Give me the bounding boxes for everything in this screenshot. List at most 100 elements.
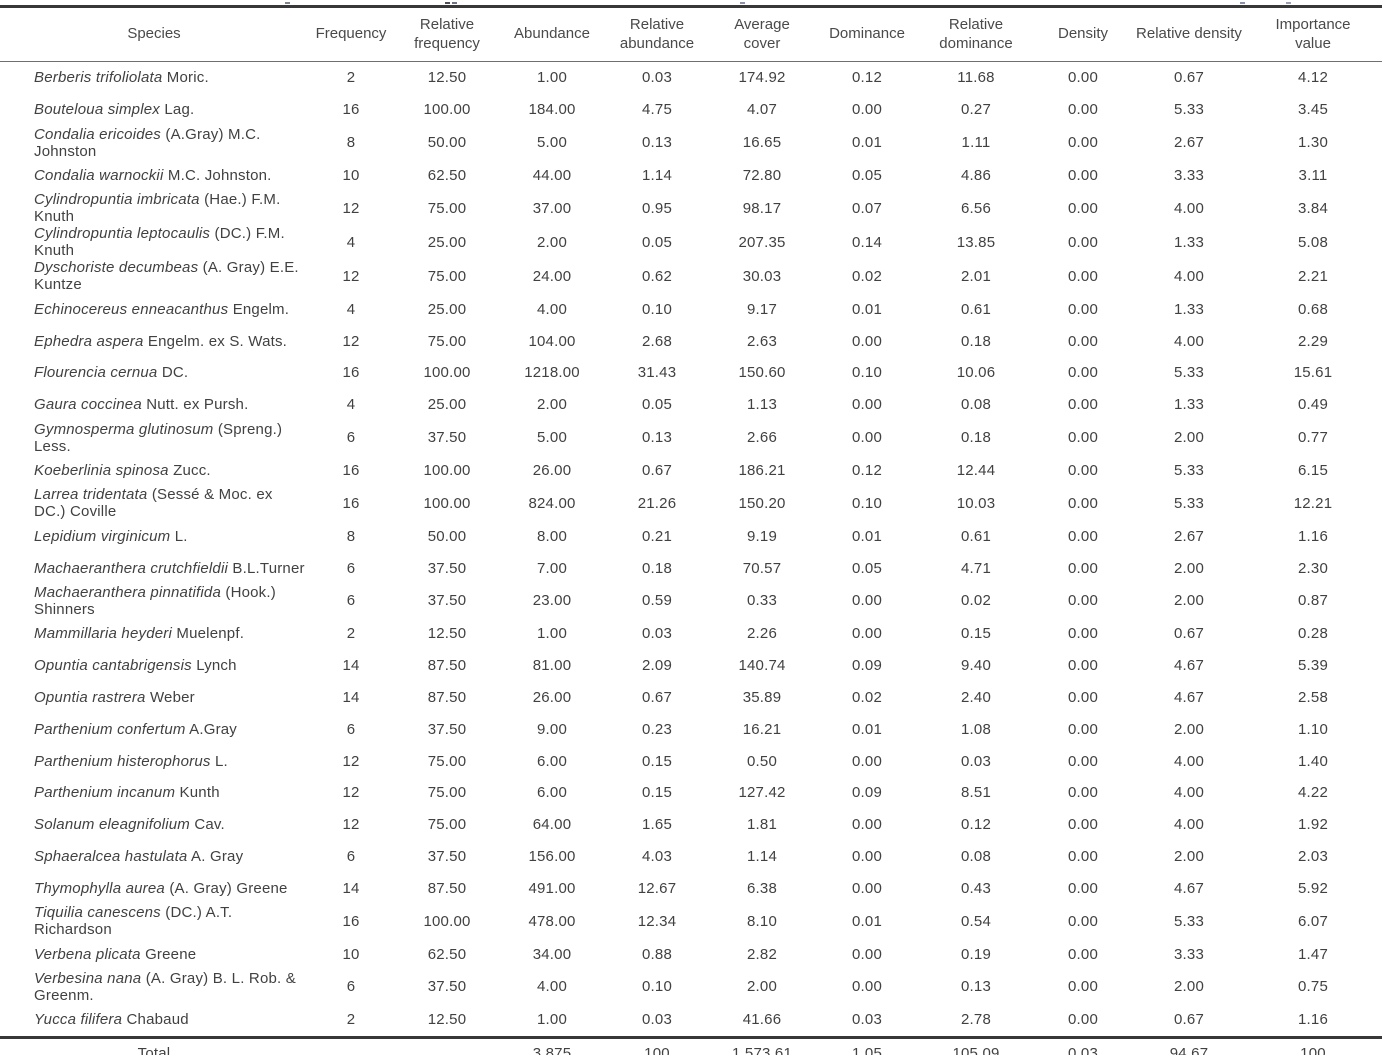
- value-cell: 1.14: [747, 847, 777, 865]
- value-cell: 75.00: [427, 267, 467, 285]
- value-cell: 2.00: [1174, 978, 1204, 996]
- value-cell: 4.00: [1174, 752, 1204, 770]
- value-cell: 0.62: [642, 267, 672, 285]
- value-cell: 12.21: [1293, 494, 1333, 512]
- value-cell: 0.00: [1068, 978, 1098, 996]
- value-cell: 0.02: [852, 688, 882, 706]
- value-cell: 3.33: [1174, 166, 1204, 184]
- value-cell: 0.13: [961, 978, 991, 996]
- species-cell: Condalia ericoides (A.Gray) M.C. Johnsto…: [0, 126, 308, 160]
- value-cell: 6.07: [1298, 912, 1328, 930]
- value-cell: 0.14: [852, 233, 882, 251]
- species-name: Echinocereus enneacanthus: [34, 300, 229, 318]
- value-cell: 4.12: [1298, 69, 1328, 87]
- species-cell: Condalia warnockii M.C. Johnston.: [0, 160, 308, 192]
- value-cell: 0.67: [642, 461, 672, 479]
- value-cell: 0.00: [1068, 592, 1098, 610]
- species-cell: Parthenium incanum Kunth: [0, 777, 308, 809]
- value-cell: 2.00: [1174, 847, 1204, 865]
- table-row: Yucca filifera Chabaud 2 12.50 1.00 0.03 41.6…: [0, 1004, 1382, 1037]
- value-cell: 2.00: [537, 396, 567, 414]
- value-cell: 30.03: [742, 267, 782, 285]
- value-cell: 100.00: [423, 461, 471, 479]
- value-cell: 16.65: [742, 134, 782, 152]
- value-cell: 0.00: [1068, 461, 1098, 479]
- value-cell: 0.03: [852, 1011, 882, 1029]
- value-cell: 104.00: [528, 332, 576, 350]
- total-value-cell: 1 573.61: [710, 1035, 814, 1055]
- value-cell: 0.00: [1068, 300, 1098, 318]
- value-cell: 0.00: [1068, 559, 1098, 577]
- value-cell: 81.00: [532, 657, 572, 675]
- value-cell: 37.50: [427, 592, 467, 610]
- value-cell: 0.10: [852, 494, 882, 512]
- species-name: Cylindropuntia leptocaulis: [34, 225, 211, 243]
- species-authority: L.: [214, 752, 228, 770]
- value-cell: 5.00: [537, 429, 567, 447]
- value-cell: 12.50: [427, 69, 467, 87]
- value-cell: 2.00: [1174, 429, 1204, 447]
- value-cell: 0.67: [1174, 1011, 1204, 1029]
- value-cell: 1.13: [747, 396, 777, 414]
- value-cell: 0.00: [1068, 784, 1098, 802]
- value-cell: 150.20: [738, 494, 786, 512]
- value-cell: 37.00: [532, 199, 572, 217]
- species-authority: Zucc.: [173, 461, 211, 479]
- value-cell: 4.67: [1174, 657, 1204, 675]
- value-cell: 0.00: [852, 592, 882, 610]
- value-cell: 16.21: [742, 720, 782, 738]
- species-authority: (DC.) A.T. Richardson: [34, 904, 233, 939]
- value-cell: 75.00: [427, 332, 467, 350]
- species-authority: Cav.: [194, 816, 225, 834]
- value-cell: 0.18: [961, 429, 991, 447]
- value-cell: 0.00: [1068, 332, 1098, 350]
- value-cell: 4: [346, 396, 356, 414]
- value-cell: 1.08: [961, 720, 991, 738]
- value-cell: 2.67: [1174, 134, 1204, 152]
- species-cell: Gaura coccinea Nutt. ex Pursh.: [0, 389, 308, 421]
- value-cell: 0.61: [961, 527, 991, 545]
- table-row: Koeberlinia spinosa Zucc. 16 100.00 26.00 0.…: [0, 455, 1382, 487]
- value-cell: 0.00: [1068, 847, 1098, 865]
- value-cell: 0.13: [642, 429, 672, 447]
- value-cell: 10: [342, 945, 360, 963]
- value-cell: 1.00: [537, 69, 567, 87]
- table-row: Cylindropuntia imbricata (Hae.) F.M. Knu…: [0, 191, 1382, 225]
- value-cell: 1.00: [537, 1011, 567, 1029]
- value-cell: 6: [346, 978, 356, 996]
- value-cell: 207.35: [738, 233, 786, 251]
- value-cell: 1.16: [1298, 527, 1328, 545]
- value-cell: 2.09: [642, 657, 672, 675]
- value-cell: 5.08: [1298, 233, 1328, 251]
- value-cell: 34.00: [532, 945, 572, 963]
- table-row: Mammillaria heyderi Muelenpf. 2 12.50 1.00 0…: [0, 618, 1382, 650]
- total-value-cell: 3 875: [500, 1035, 604, 1055]
- value-cell: 16: [342, 494, 360, 512]
- table-row: Berberis trifoliolata Moric. 2 12.50 1.00 0.…: [0, 62, 1382, 94]
- species-authority: (Sessé & Moc. ex DC.) Coville: [34, 486, 273, 521]
- value-cell: 0.05: [642, 233, 672, 251]
- value-cell: 0.01: [852, 912, 882, 930]
- table-row: Verbesina nana (A. Gray) B. L. Rob. & Gr…: [0, 970, 1382, 1004]
- value-cell: 0.68: [1298, 300, 1328, 318]
- value-cell: 4.67: [1174, 688, 1204, 706]
- column-header-importance-value: Importance value: [1244, 6, 1382, 62]
- species-name: Tiquilia canescens: [34, 904, 161, 922]
- value-cell: 6: [346, 429, 356, 447]
- value-cell: 0.09: [852, 657, 882, 675]
- total-value-cell: [394, 1035, 500, 1055]
- value-cell: 10.03: [956, 494, 996, 512]
- value-cell: 0.00: [1068, 912, 1098, 930]
- value-cell: 6: [346, 592, 356, 610]
- value-cell: 5.33: [1174, 364, 1204, 382]
- value-cell: 100.00: [423, 364, 471, 382]
- value-cell: 100.00: [423, 912, 471, 930]
- species-name: Ephedra aspera: [34, 332, 144, 350]
- value-cell: 1.40: [1298, 752, 1328, 770]
- species-name: Verbena plicata: [34, 945, 141, 963]
- value-cell: 127.42: [738, 784, 786, 802]
- value-cell: 0.67: [1174, 69, 1204, 87]
- species-name: Solanum eleagnifolium: [34, 816, 190, 834]
- species-name: Condalia ericoides: [34, 125, 162, 143]
- value-cell: 25.00: [427, 233, 467, 251]
